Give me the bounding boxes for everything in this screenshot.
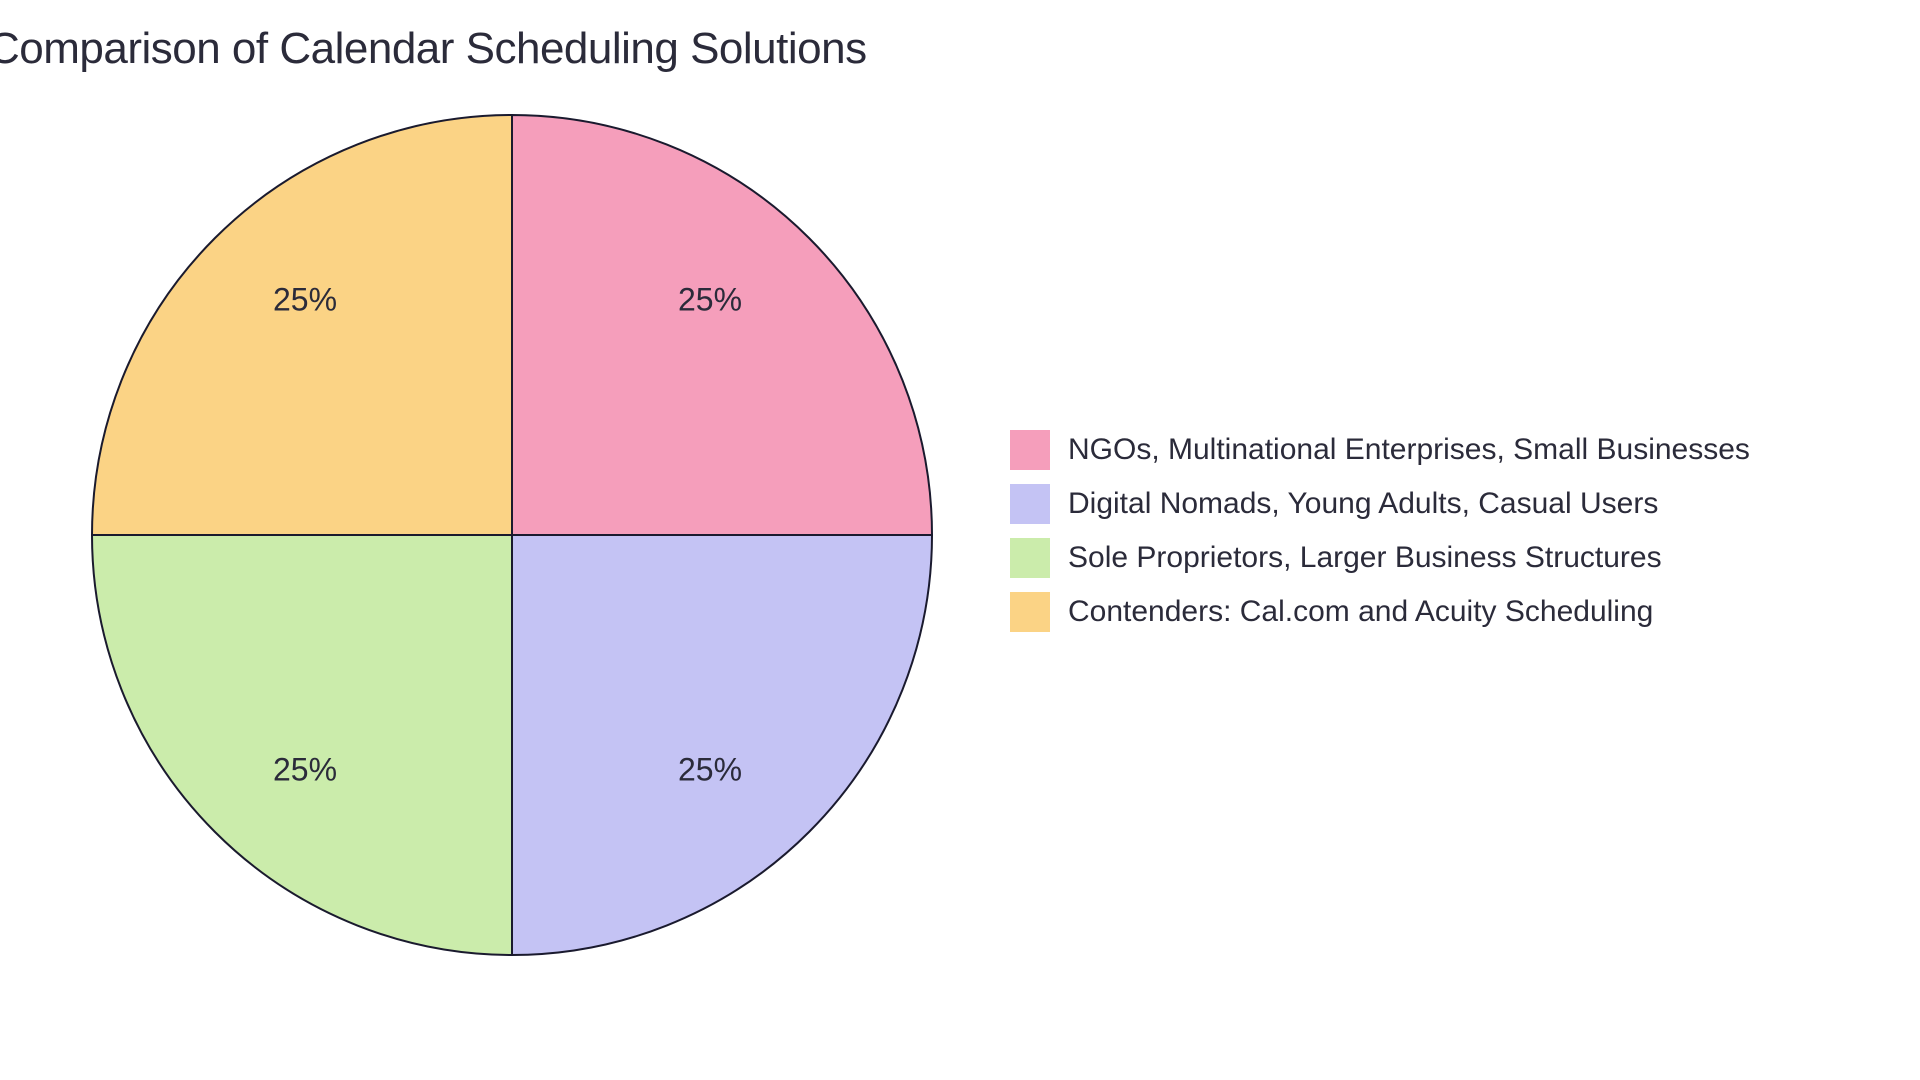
pie-slice-label-1: 25% [678,752,742,789]
legend-item-2: Sole Proprietors, Larger Business Struct… [1010,538,1750,578]
legend-label-0: NGOs, Multinational Enterprises, Small B… [1068,433,1750,467]
legend-swatch-2 [1010,538,1050,578]
pie-svg [90,113,934,957]
pie-chart [90,113,934,957]
legend-label-2: Sole Proprietors, Larger Business Struct… [1068,541,1662,575]
legend-swatch-0 [1010,430,1050,470]
legend: NGOs, Multinational Enterprises, Small B… [1010,430,1750,632]
legend-label-1: Digital Nomads, Young Adults, Casual Use… [1068,487,1658,521]
legend-swatch-3 [1010,592,1050,632]
pie-slice-label-0: 25% [678,282,742,319]
pie-slice-1 [512,535,932,955]
chart-title: Comparison of Calendar Scheduling Soluti… [0,24,867,74]
pie-slice-3 [92,115,512,535]
legend-item-1: Digital Nomads, Young Adults, Casual Use… [1010,484,1750,524]
pie-slice-2 [92,535,512,955]
pie-slice-label-2: 25% [273,752,337,789]
pie-slice-0 [512,115,932,535]
legend-item-0: NGOs, Multinational Enterprises, Small B… [1010,430,1750,470]
chart-container: Comparison of Calendar Scheduling Soluti… [0,0,1920,1080]
legend-swatch-1 [1010,484,1050,524]
pie-slice-label-3: 25% [273,282,337,319]
legend-item-3: Contenders: Cal.com and Acuity Schedulin… [1010,592,1750,632]
legend-label-3: Contenders: Cal.com and Acuity Schedulin… [1068,595,1653,629]
